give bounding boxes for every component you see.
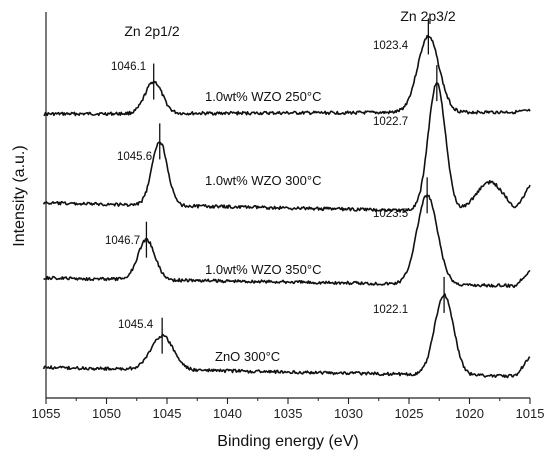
peak-markers	[145, 18, 445, 354]
spectrum-line	[43, 194, 531, 289]
y-axis-label: Intensity (a.u.)	[11, 145, 28, 246]
x-tick-label: 1045	[153, 406, 182, 421]
spectrum-line	[42, 293, 531, 379]
x-axis-label: Binding energy (eV)	[217, 433, 358, 450]
peak-position-label: 1023.5	[373, 208, 408, 220]
series-label: 1.0wt% WZO 350°C	[205, 262, 321, 277]
series-label: 1.0wt% WZO 250°C	[205, 89, 321, 104]
peak-position-label: 1045.4	[118, 319, 154, 331]
series-label: ZnO 300°C	[215, 349, 280, 364]
peak-position-label: 1046.1	[111, 61, 146, 73]
x-tick-label: 1055	[32, 406, 61, 421]
chart-text: Binding energy (eV) Intensity (a.u.) Zn …	[11, 8, 544, 450]
x-tick-label: 1040	[213, 406, 242, 421]
peak-position-label: 1046.7	[105, 235, 140, 247]
peak-position-label: 1022.7	[373, 116, 408, 128]
x-tick-label: 1050	[92, 406, 121, 421]
x-tick-label: 1020	[455, 406, 484, 421]
peak-position-label: 1022.1	[373, 304, 408, 316]
spectrum-line	[43, 34, 531, 117]
x-tick-label: 1035	[274, 406, 303, 421]
spectrum-line	[42, 82, 531, 213]
x-tick-label: 1030	[334, 406, 363, 421]
spectra-curves	[42, 34, 531, 379]
zn-2p3-2-header: Zn 2p3/2	[400, 8, 455, 24]
zn-2p1-2-header: Zn 2p1/2	[124, 23, 179, 39]
peak-position-label: 1023.4	[373, 40, 409, 52]
peak-position-label: 1045.6	[117, 151, 152, 163]
series-label: 1.0wt% WZO 300°C	[205, 173, 321, 188]
plot-frame	[45, 12, 531, 404]
x-tick-label: 1025	[395, 406, 424, 421]
x-tick-label: 1015	[516, 406, 545, 421]
